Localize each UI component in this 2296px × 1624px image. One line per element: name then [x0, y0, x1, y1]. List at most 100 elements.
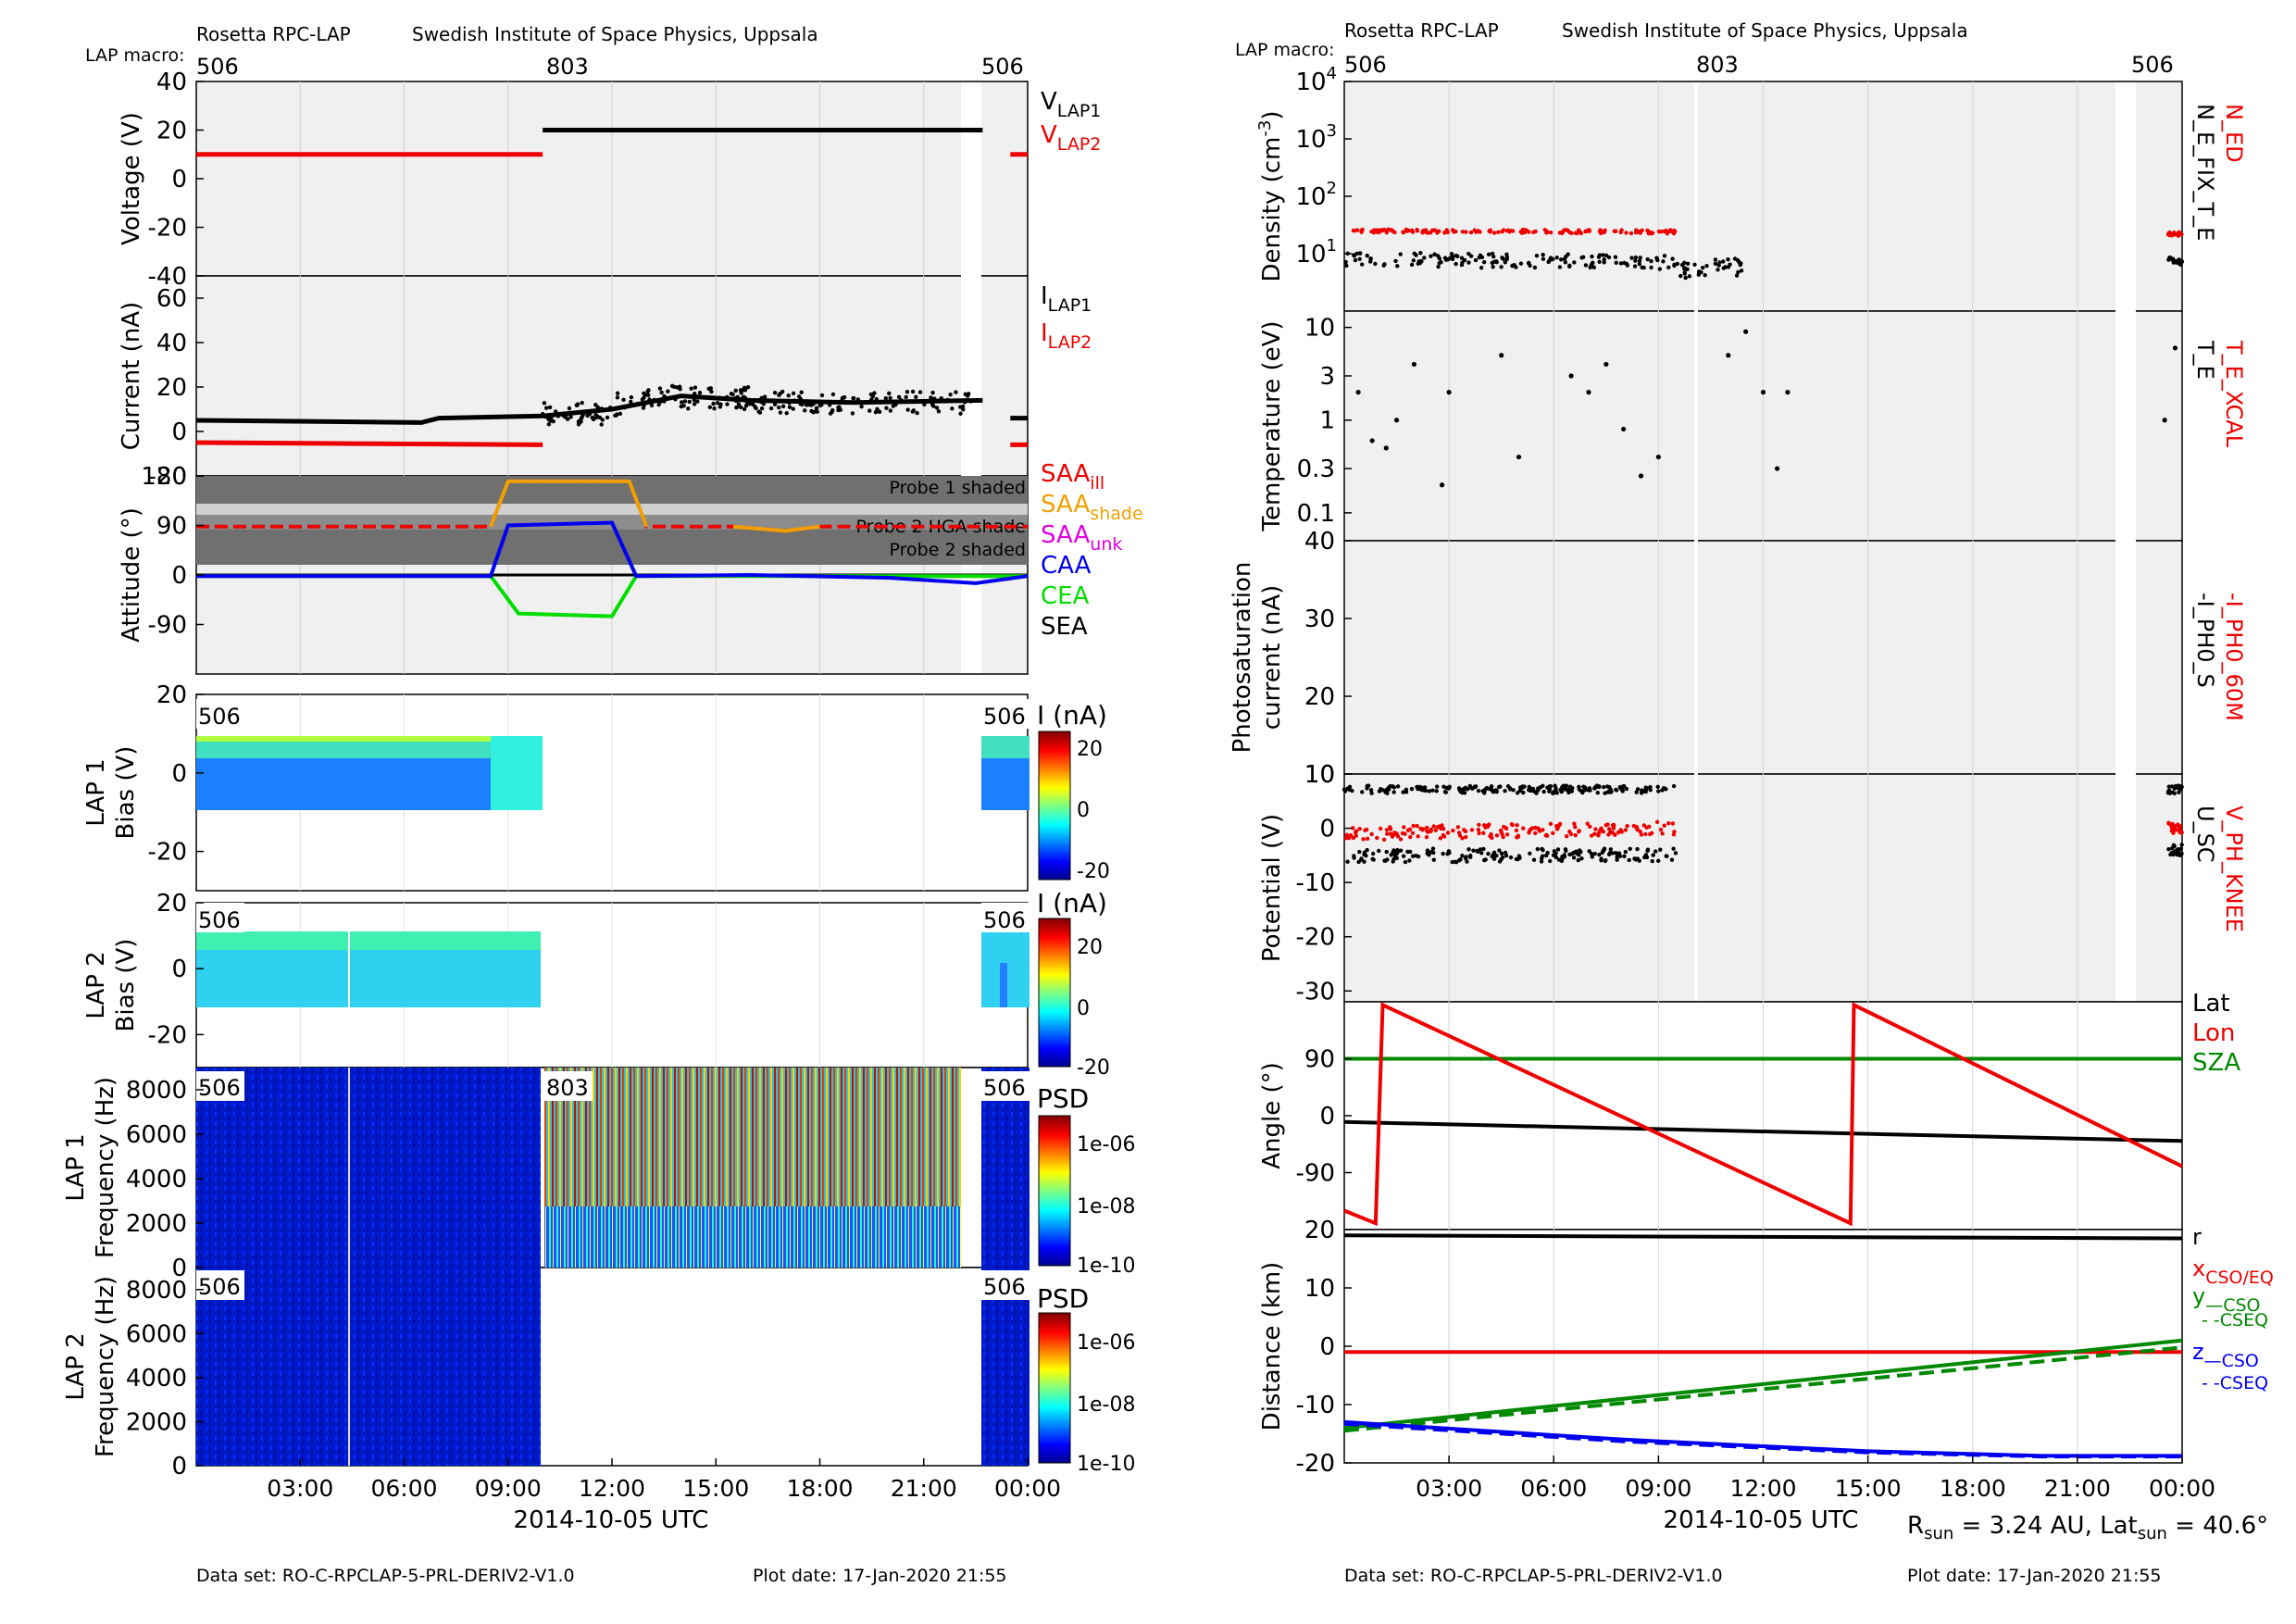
ilap1-point — [599, 422, 604, 427]
potential-knee — [1530, 826, 1535, 831]
header-left-institute: Swedish Institute of Space Physics, Upps… — [412, 23, 818, 45]
heatmap-freq-gap — [348, 1068, 350, 1466]
potential-usc — [1481, 857, 1487, 863]
potential-knee — [1463, 829, 1468, 834]
photosat-point — [2172, 791, 2177, 796]
photosat-point — [1644, 786, 1649, 791]
ilap1-point — [877, 409, 882, 414]
photosat-point — [1380, 788, 1386, 793]
ilap1-point — [580, 411, 586, 417]
y-tick-label: 1 — [1319, 407, 1335, 435]
ilap1-point — [936, 409, 942, 414]
heatmap-lap2-freq-506 — [196, 1268, 541, 1466]
density-n-e-fix — [1637, 258, 1642, 263]
potential-usc — [1481, 846, 1486, 852]
density-n-e-fix — [1432, 252, 1437, 256]
ilap1-point — [954, 390, 958, 394]
photosat-point — [1404, 790, 1409, 794]
photosat-point — [1536, 786, 1541, 791]
potential-usc — [1431, 850, 1436, 856]
ilap1-point — [904, 394, 908, 400]
potential-knee — [1498, 828, 1504, 833]
photosat-point — [1484, 785, 1490, 791]
potential-usc — [1615, 857, 1619, 862]
ilap1-point — [799, 401, 804, 406]
ilap1-point — [649, 403, 655, 408]
ilap1-point — [669, 383, 675, 389]
y-axis-title: Temperature (eV) — [1258, 320, 1286, 531]
x-tick-label: 06:00 — [370, 1475, 437, 1502]
potential-usc — [1571, 850, 1576, 856]
density-n-e-fix — [2173, 260, 2178, 265]
potential-knee — [1477, 822, 1481, 828]
density-n-e-fix — [1422, 256, 1427, 260]
potential-usc — [1669, 857, 1675, 862]
potential-usc — [1576, 857, 1580, 863]
photosat-point — [1385, 788, 1390, 793]
x-tick-label: 12:00 — [579, 1475, 645, 1502]
photosat-point — [1503, 788, 1507, 793]
colorbar-label: PSD — [1037, 1083, 1089, 1114]
ilap1-point — [586, 412, 591, 418]
ilap1-point — [830, 392, 836, 397]
density-n-e-fix — [1696, 269, 1702, 274]
colorbar-lap2-bias — [1038, 918, 1071, 1068]
ilap1-point — [891, 404, 896, 408]
ilap1-point — [635, 402, 640, 406]
density-n-e-fix — [1357, 256, 1362, 261]
legend-entry: ILAP2 — [1041, 319, 1092, 353]
potential-usc — [1608, 847, 1614, 852]
density-n-ed — [1384, 230, 1390, 235]
density-n-e-fix — [1679, 262, 1685, 268]
ilap1-point — [742, 406, 747, 412]
ilap1-point — [772, 399, 777, 405]
x-tick-label: 15:00 — [682, 1475, 749, 1502]
density-n-ed — [2166, 231, 2172, 235]
heatmap-lap1-bias-end-top — [981, 736, 1029, 758]
density-n-e-fix — [1662, 254, 1667, 258]
colorbar-tick: 20 — [1077, 738, 1103, 761]
side-label: T_E_XCAL — [2221, 340, 2247, 448]
density-n-ed — [1628, 231, 1634, 236]
grid-right — [1448, 81, 2078, 1463]
series-z-cseq — [1343, 1421, 2182, 1459]
data-left — [195, 128, 1029, 618]
density-n-e-fix — [1418, 250, 1423, 256]
density-n-e-fix — [1700, 265, 1705, 270]
density-n-e-fix — [1603, 253, 1609, 258]
potential-usc — [1563, 847, 1568, 852]
photosat-point — [1587, 786, 1592, 791]
potential-usc — [1407, 858, 1412, 863]
y-tick-label: 104 — [1295, 64, 1337, 96]
photosat-point — [1515, 791, 1520, 795]
colorbar-lap1-psd — [1038, 1115, 1071, 1267]
macro-box — [981, 903, 1029, 932]
ilap1-point — [680, 400, 684, 405]
y-tick-label: 90 — [156, 513, 187, 541]
heatmap-lap1-bias-edge — [196, 736, 541, 742]
y-axis-title: LAP 1 — [62, 1133, 90, 1201]
potential-knee — [1589, 833, 1594, 838]
photosat-point — [1554, 788, 1558, 793]
ilap1-point — [656, 402, 661, 407]
potential-knee — [1421, 827, 1426, 831]
y-tick-label: 0 — [171, 1453, 187, 1480]
ilap1-point — [915, 410, 919, 416]
potential-knee — [1353, 830, 1358, 835]
ilap1-point — [910, 409, 915, 414]
colorbar-tick: 1e-08 — [1077, 1393, 1135, 1417]
side-label: -I_PH0_S — [2192, 593, 2218, 688]
photosat-point — [1467, 783, 1473, 789]
temperature-point — [1743, 329, 1749, 334]
ilap1-point — [739, 397, 743, 402]
ilap1-point — [607, 406, 613, 410]
x-tick-label: 00:00 — [994, 1475, 1061, 1502]
ilap1-point — [605, 415, 610, 420]
heatmap-macro-label: 803 — [546, 1075, 589, 1101]
photosat-point — [1427, 789, 1432, 793]
density-n-ed — [1389, 228, 1393, 232]
y-tick-label: -30 — [1296, 978, 1335, 1006]
macro-box — [981, 1270, 1029, 1300]
ilap1-point — [598, 406, 604, 411]
ilap1-point — [568, 415, 573, 419]
